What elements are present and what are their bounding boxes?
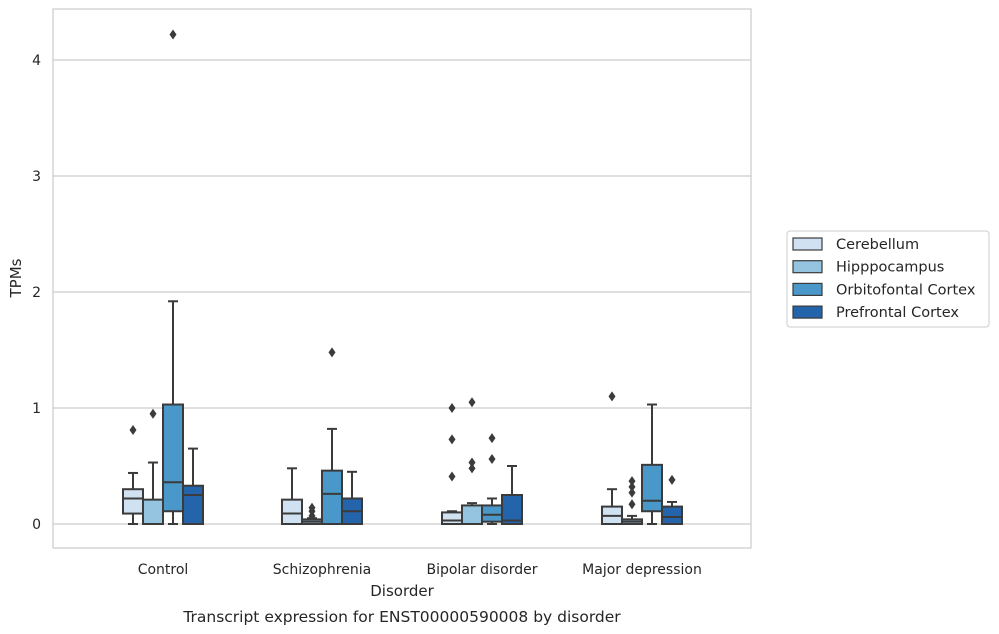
outlier-point — [308, 502, 316, 513]
box — [441, 511, 463, 526]
series-prefrontal-cortex — [182, 447, 683, 526]
y-tick-label: 0 — [32, 517, 41, 533]
y-axis: 0 1 2 3 4 — [32, 53, 41, 533]
box — [162, 403, 184, 513]
outlier-point — [488, 433, 496, 444]
box — [501, 494, 523, 525]
legend-frame — [786, 230, 990, 328]
box — [182, 484, 204, 525]
legend: Cerebellum Hipppocampus Orbitofontal Corte… — [786, 230, 990, 328]
outlier-point — [628, 499, 636, 510]
legend-label: Hipppocampus — [836, 260, 944, 276]
y-tick-label: 3 — [32, 169, 41, 185]
outlier-point — [328, 347, 336, 358]
box — [641, 463, 663, 513]
box — [122, 488, 144, 515]
series-cerebellum — [122, 391, 623, 526]
legend-swatch — [792, 237, 823, 251]
y-tick-label: 2 — [32, 285, 41, 301]
outlier-point — [448, 403, 456, 413]
legend-swatch — [792, 282, 823, 296]
y-tick-label: 1 — [32, 401, 41, 417]
outlier-point — [628, 481, 636, 492]
legend-swatch — [792, 260, 823, 274]
outlier-point — [608, 391, 616, 402]
x-tick-label: Schizophrenia — [273, 562, 371, 578]
box — [281, 498, 303, 526]
outlier-point — [488, 454, 496, 465]
plot-area — [52, 8, 752, 549]
outlier-point — [448, 471, 456, 482]
outlier-point — [628, 487, 636, 498]
legend-label: Orbitofontal Cortex — [836, 282, 976, 298]
outlier-point — [468, 463, 476, 474]
series-orbitofontal-cortex — [162, 29, 663, 526]
outlier-point — [169, 29, 177, 40]
legend-swatch — [792, 305, 823, 319]
outlier-point — [628, 476, 636, 487]
figure-caption: Transcript expression for ENST0000059000… — [182, 608, 621, 626]
box — [142, 498, 164, 526]
x-axis-title: Disorder — [370, 582, 434, 600]
x-tick-label: Control — [138, 562, 189, 578]
box-series — [122, 29, 683, 526]
outlier-point — [448, 434, 456, 445]
y-axis-title: TPMs — [7, 258, 25, 298]
legend-label: Cerebellum — [836, 237, 919, 253]
outlier-point — [129, 425, 137, 436]
outlier-point — [668, 474, 676, 485]
outlier-point — [468, 397, 476, 408]
outlier-point — [149, 408, 157, 419]
x-axis: Control Schizophrenia Bipolar disorder Majo… — [138, 562, 702, 578]
box — [481, 504, 503, 523]
x-tick-label: Bipolar disorder — [426, 562, 537, 578]
box — [661, 505, 683, 526]
box — [321, 469, 343, 526]
outlier-point — [468, 457, 476, 468]
box — [461, 504, 483, 526]
y-tick-label: 4 — [32, 53, 41, 69]
x-tick-label: Major depression — [582, 562, 702, 578]
legend-label: Prefrontal Cortex — [836, 305, 959, 321]
